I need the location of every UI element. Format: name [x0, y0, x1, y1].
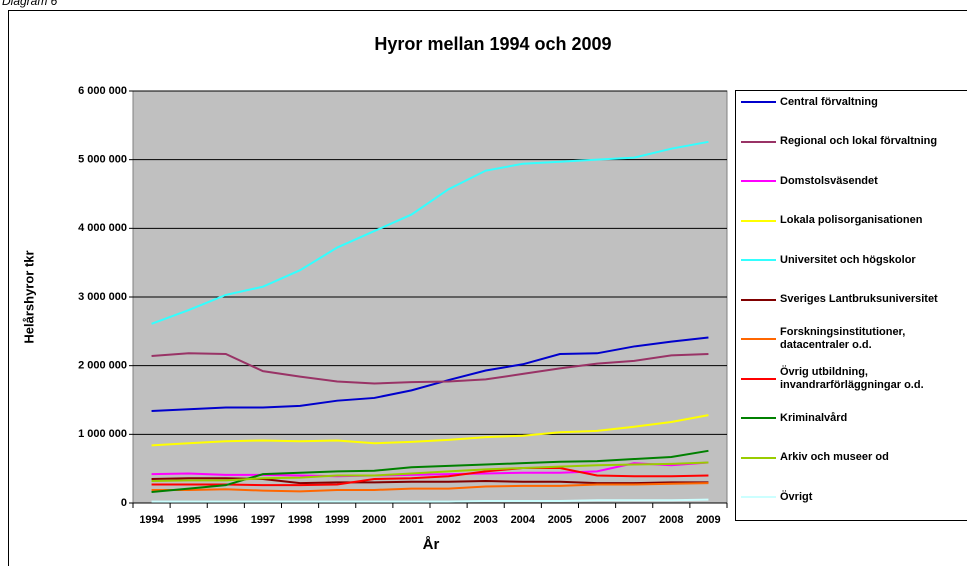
y-tick-label: 5 000 000 [78, 154, 127, 166]
y-tick-label: 4 000 000 [78, 222, 127, 234]
legend-item: Sveriges Lantbruksuniversitet [741, 281, 967, 319]
caption: Diagram 6 [2, 0, 58, 8]
series-line [151, 461, 709, 478]
series-line [151, 140, 709, 325]
legend-item: Universitet och högskolor [741, 241, 967, 279]
y-tick-label: 1 000 000 [78, 428, 127, 440]
legend-label: Forskningsinstitutioner, datacentraler o… [780, 326, 906, 351]
x-tick-label: 1994 [139, 514, 164, 526]
legend-label: Sveriges Lantbruksuniversitet [780, 293, 938, 305]
legend-swatch [741, 180, 776, 182]
series-line [151, 461, 709, 483]
legend-label: Övrig utbildning, invandrarförläggningar… [780, 365, 924, 391]
legend-item: Central förvaltning [741, 83, 967, 121]
series-line [151, 414, 709, 447]
y-axis-label: Helårshyror tkr [21, 250, 36, 343]
x-tick-label: 1996 [214, 514, 238, 526]
legend-swatch [741, 259, 776, 261]
x-tick-label: 2003 [473, 514, 497, 526]
series-line [151, 352, 709, 385]
legend-swatch [741, 456, 776, 459]
legend-label: Kriminalvård [780, 411, 848, 424]
legend-item: Övrig utbildning, invandrarförläggningar… [741, 360, 967, 398]
legend-item: Lokala polisorganisationen [741, 202, 967, 240]
series-line [151, 482, 709, 493]
legend-swatch [741, 377, 776, 380]
x-tick-label: 2002 [436, 514, 460, 526]
legend-label: Arkiv och museer od [780, 451, 889, 463]
x-tick-label: 2005 [548, 514, 572, 526]
x-tick-label: 1997 [251, 514, 275, 526]
x-tick-label: 1999 [325, 514, 349, 526]
legend-label: Central förvaltning [780, 95, 878, 108]
legend-swatch [741, 219, 776, 222]
legend-item: Regional och lokal förvaltning [741, 123, 967, 161]
y-tick-label: 2 000 000 [78, 360, 127, 372]
x-tick-label: 2000 [362, 514, 386, 526]
x-tick-label: 2009 [696, 514, 720, 526]
x-axis-label: År [423, 536, 440, 553]
legend-item: Arkiv och museer od [741, 439, 967, 477]
series-line [151, 336, 709, 412]
x-tick-label: 2001 [399, 514, 423, 526]
legend-item: Domstolsväsendet [741, 162, 967, 200]
x-tick-label: 2007 [622, 514, 646, 526]
y-tick-label: 0 [121, 497, 127, 509]
x-tick-label: 1998 [288, 514, 312, 526]
x-tick-label: 1995 [176, 514, 200, 526]
chart-title: Hyror mellan 1994 och 2009 [374, 34, 611, 54]
legend-box [735, 90, 967, 521]
x-tick-label: 2004 [511, 514, 536, 526]
legend-label: Övrigt [780, 490, 813, 503]
legend-item: Kriminalvård [741, 399, 967, 437]
legend-swatch [741, 101, 776, 103]
y-tick-label: 3 000 000 [78, 291, 127, 303]
legend-swatch [741, 496, 776, 498]
legend-label: Universitet och högskolor [780, 253, 916, 266]
x-tick-label: 2006 [585, 514, 609, 526]
x-tick-label: 2008 [659, 514, 683, 526]
legend-swatch [741, 417, 776, 419]
legend-swatch [741, 338, 776, 340]
series-line [151, 466, 709, 487]
legend-swatch [741, 298, 776, 301]
y-tick-label: 6 000 000 [78, 85, 127, 97]
legend-label: Regional och lokal förvaltning [780, 135, 938, 147]
legend-label: Lokala polisorganisationen [780, 214, 923, 226]
series-line [151, 498, 709, 503]
legend-item: Övrigt [741, 478, 967, 516]
legend-item: Forskningsinstitutioner, datacentraler o… [741, 320, 967, 358]
legend-label: Domstolsväsendet [780, 174, 878, 187]
legend-swatch [741, 140, 776, 143]
